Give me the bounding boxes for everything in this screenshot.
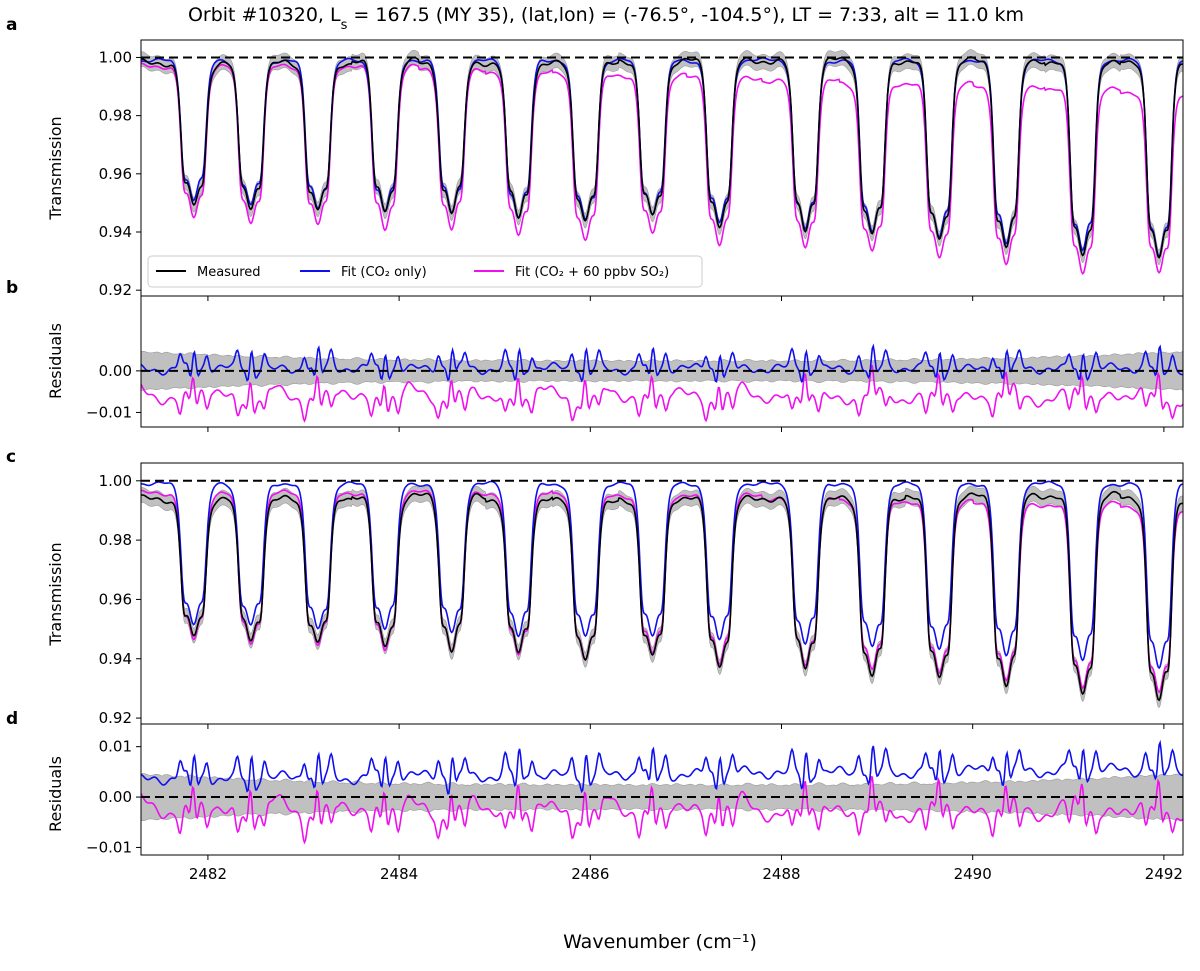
legend-label-co2: Fit (CO₂ only)	[341, 265, 427, 280]
y-tick-label: 0.94	[99, 650, 132, 668]
y-tick-label: 0.96	[99, 590, 132, 608]
x-axis-label: Wavenumber (cm⁻¹)	[563, 931, 757, 953]
panel-label-d: d	[6, 709, 18, 729]
residual-line-fit-co2-so2	[140, 364, 1184, 423]
y-tick-label: 0.00	[99, 362, 132, 380]
series-line-fit-co2-so2	[140, 62, 1184, 275]
title-subscript: s	[341, 18, 348, 33]
x-tick-label: 2488	[762, 865, 800, 883]
x-tick-label: 2486	[571, 865, 609, 883]
legend-frame	[147, 255, 703, 288]
residual-line-fit-co2-so2	[140, 775, 1184, 845]
ylabel-panel-c: Transmission	[46, 542, 65, 646]
series-line-measured	[140, 56, 1183, 259]
y-tick-label: −0.01	[86, 838, 132, 856]
figure-title: Orbit #10320, Ls = 167.5 (MY 35), (lat,l…	[188, 4, 1024, 33]
residual-line-fit-co2-only	[140, 739, 1184, 795]
axes-frame	[140, 295, 1184, 428]
x-tick-label: 2492	[1145, 865, 1183, 883]
x-tick-label: 2490	[954, 865, 992, 883]
series-line-fit-co2-only	[140, 57, 1184, 258]
panel-b-plot: −0.01 0.00	[86, 295, 1184, 432]
legend-label-measured: Measured	[197, 265, 261, 280]
y-tick-label: 0.96	[99, 165, 132, 183]
residual-line-fit-co2-only	[140, 343, 1184, 383]
y-tick-label: 0.94	[99, 223, 132, 241]
axes-frame	[140, 723, 1184, 856]
y-tick-label: 0.00	[99, 788, 132, 806]
ylabel-panel-b: Residuals	[46, 323, 65, 399]
panel-c-plot: 0.92 0.94 0.96 0.98 1.00	[99, 462, 1184, 729]
x-tick-label: 2482	[189, 865, 227, 883]
panel-d-plot: −0.01 0.00 0.01 2482 2484 2486 2488 2490 2492	[86, 723, 1184, 883]
uncertainty-band	[140, 49, 1184, 266]
y-tick-label: 1.00	[99, 48, 132, 66]
y-tick-label: 0.92	[99, 709, 132, 727]
series-line-fit-co2-only	[140, 480, 1184, 670]
panel-label-b: b	[6, 278, 18, 298]
y-tick-label: −0.01	[86, 403, 132, 421]
series-line-fit-co2-so2	[140, 489, 1184, 694]
ylabel-panel-a: Transmission	[46, 116, 65, 220]
panel-label-a: a	[6, 15, 17, 35]
uncertainty-band	[140, 483, 1184, 709]
y-tick-label: 0.98	[99, 531, 132, 549]
y-tick-label: 0.01	[99, 738, 132, 756]
panel-label-c: c	[6, 447, 16, 467]
x-tick-label: 2484	[380, 865, 418, 883]
y-tick-label: 0.92	[99, 281, 132, 299]
legend-label-so2: Fit (CO₂ + 60 ppbv SO₂)	[515, 265, 669, 280]
series-line-measured	[140, 490, 1184, 702]
y-tick-label: 1.00	[99, 472, 132, 490]
y-tick-label: 0.98	[99, 107, 132, 125]
legend: Measured Fit (CO₂ only) Fit (CO₂ + 60 pp…	[147, 255, 703, 288]
ylabel-panel-d: Residuals	[46, 756, 65, 832]
